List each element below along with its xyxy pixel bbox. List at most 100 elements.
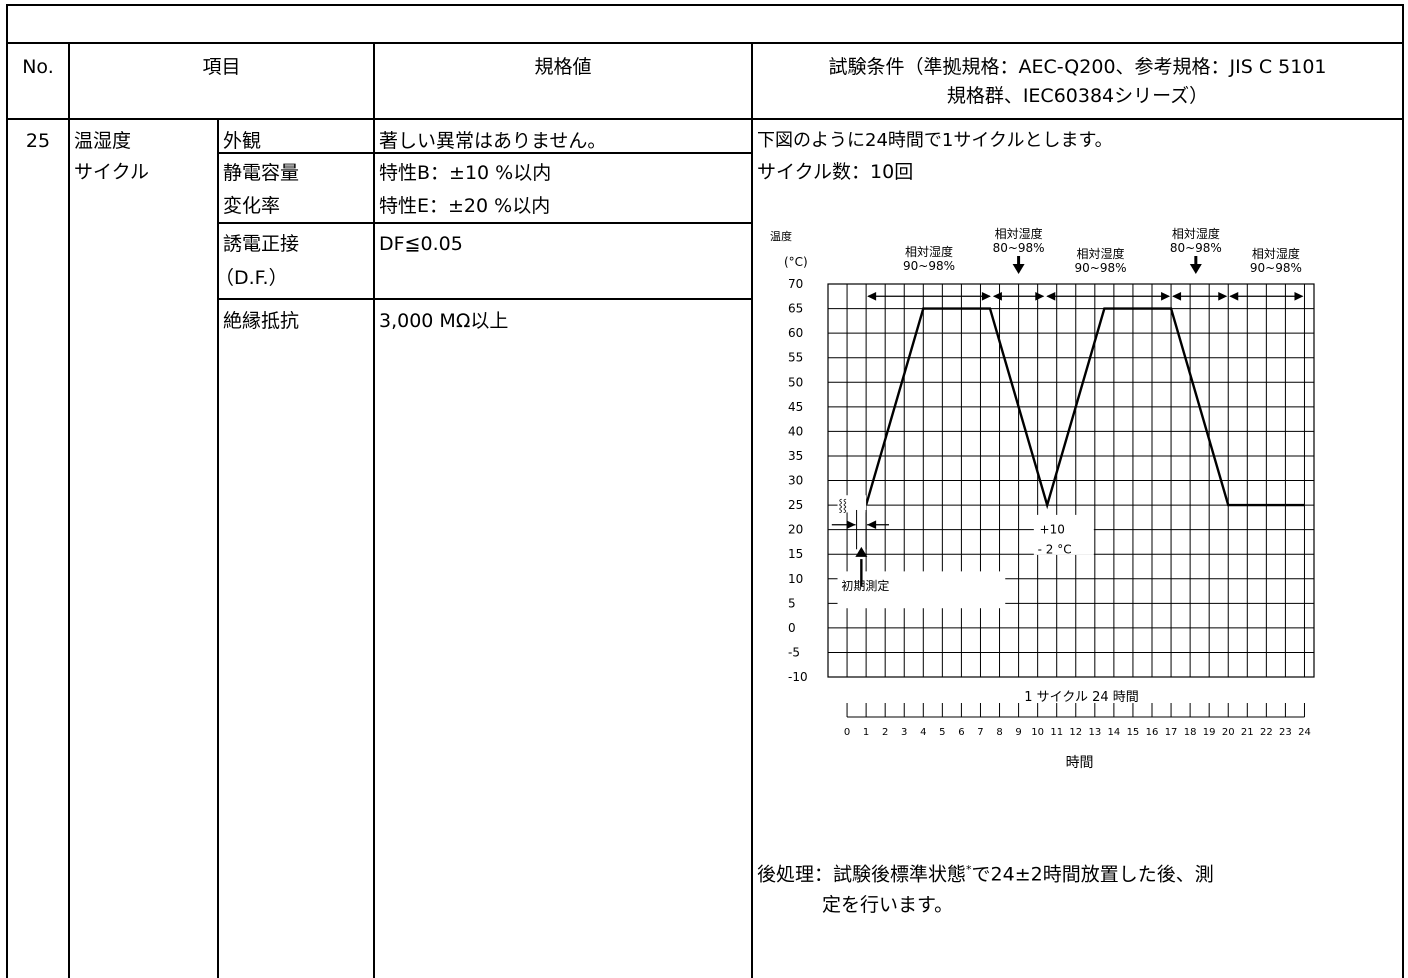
y-tick-label: 30 (788, 474, 803, 488)
subitem-df-line2: （D.F.） (215, 267, 288, 289)
col-divider-spec (373, 42, 375, 978)
arrow-head (867, 520, 877, 529)
table-left-border (6, 4, 8, 978)
x-tick-label: 18 (1184, 727, 1197, 738)
temperature-profile-line (864, 307, 1305, 510)
x-tick-label: 8 (996, 727, 1002, 738)
y-tick-label: 35 (788, 449, 803, 463)
y-tick-label: 5 (788, 596, 796, 610)
table-title-divider (6, 42, 1404, 44)
x-tick-label: 24 (1298, 727, 1311, 738)
x-axis-label: 時間 (1066, 755, 1094, 771)
tolerance-background (1033, 514, 1094, 555)
y-tick-label: 45 (788, 400, 803, 414)
col-divider-no (68, 42, 70, 978)
y-tick-label: 55 (788, 351, 803, 365)
humidity-label: 相対湿度 (1172, 226, 1220, 241)
arrow-head (1189, 264, 1202, 274)
y-tick-label: 15 (788, 547, 803, 561)
x-tick-label: 16 (1146, 727, 1159, 738)
spec-insulation: 3,000 MΩ以上 (379, 310, 509, 332)
row-divider-1 (217, 152, 753, 154)
x-tick-label: 4 (920, 727, 926, 738)
x-tick-label: 11 (1050, 727, 1063, 738)
col-divider-condition (751, 42, 753, 978)
arrow-head (1046, 291, 1056, 301)
arrow-head (981, 291, 991, 301)
table-header-bottom (6, 118, 1404, 120)
subitem-insulation: 絶縁抵抗 (223, 310, 300, 332)
x-tick-label: 7 (977, 727, 983, 738)
row-name-line2: サイクル (74, 161, 150, 183)
humidity-value: 90~98% (903, 259, 955, 273)
humidity-value: 80~98% (993, 241, 1045, 255)
chart-series (864, 307, 1305, 510)
humidity-label: 相対湿度 (1077, 246, 1125, 261)
temperature-cycle-chart: 7065605550454035302520151050-5-10温度(°C)0… (770, 226, 1315, 771)
post-treatment-line2: 定を行います。 (822, 894, 954, 916)
y-tick-label: 65 (788, 302, 803, 316)
header-spec: 規格値 (534, 56, 592, 78)
spec-appearance: 著しい異常はありません。 (379, 130, 607, 152)
post-treatment-rest: で24±2時間放置した後、測 (971, 863, 1214, 886)
arrow-head (846, 520, 856, 529)
x-tick-label: 5 (939, 727, 945, 738)
chart-axes: 7065605550454035302520151050-5-10温度(°C)0… (770, 229, 1311, 771)
header-no: No. (22, 56, 54, 78)
tolerance-plus: +10 (1040, 523, 1065, 537)
humidity-label: 相対湿度 (995, 226, 1043, 241)
arrow-head (992, 291, 1002, 301)
table-right-border (1402, 4, 1404, 978)
post-treatment-line1: 後処理：試験後標準状態*で24±2時間放置した後、測 (757, 858, 1214, 886)
y-tick-label: 10 (788, 572, 803, 586)
humidity-label: 相対湿度 (905, 244, 953, 259)
row-name-line1: 温湿度 (74, 130, 132, 152)
arrow-head (1218, 291, 1228, 301)
table-top-border (6, 4, 1404, 6)
y-tick-label: -5 (788, 645, 800, 659)
y-tick-label: 70 (788, 277, 803, 291)
header-item: 項目 (202, 56, 241, 78)
post-treatment-label: 後処理：試験後標準状態 (757, 863, 967, 886)
subitem-capacitance-line2: 変化率 (223, 195, 281, 217)
condition-cycles: サイクル数：10回 (757, 161, 914, 183)
x-tick-label: 13 (1088, 727, 1101, 738)
x-tick-label: 3 (901, 727, 907, 738)
x-tick-label: 1 (863, 727, 869, 738)
col-divider-subitem (217, 120, 219, 978)
humidity-value: 90~98% (1075, 261, 1127, 275)
cycle-label: 1 サイクル 24 時間 (1024, 690, 1139, 705)
x-tick-label: 0 (844, 727, 850, 738)
y-tick-label: 0 (788, 621, 796, 635)
row-number: 25 (25, 130, 51, 152)
initial-measure-background (837, 571, 1006, 609)
y-tick-label: 60 (788, 326, 803, 340)
y-tick-label: -10 (788, 670, 808, 684)
row-divider-2 (217, 222, 753, 224)
arrow-head (855, 546, 868, 557)
tolerance-minus: - 2 °C (1038, 542, 1072, 556)
x-tick-label: 20 (1222, 727, 1235, 738)
y-tick-label: 20 (788, 523, 803, 537)
x-tick-label: 14 (1108, 727, 1121, 738)
humidity-label: 相対湿度 (1252, 246, 1300, 261)
row-divider-3 (217, 298, 753, 300)
spec-capacitance-b: 特性B：±10 %以内 (379, 162, 552, 184)
x-tick-label: 10 (1031, 727, 1044, 738)
x-tick-label: 15 (1127, 727, 1140, 738)
initial-measure-label: 初期測定 (841, 578, 889, 593)
x-tick-label: 22 (1260, 727, 1273, 738)
arrow-head (1229, 291, 1239, 301)
spec-capacitance-e: 特性E：±20 %以内 (379, 195, 551, 217)
footnote-mark: * (966, 863, 972, 876)
y-tick-label: 40 (788, 424, 803, 438)
spec-df: DF≦0.05 (379, 233, 463, 255)
arrow-head (1294, 291, 1304, 301)
x-tick-label: 9 (1015, 727, 1021, 738)
arrow-head (1012, 264, 1025, 274)
x-tick-label: 23 (1279, 727, 1292, 738)
break-background (837, 495, 867, 513)
humidity-value: 90~98% (1250, 261, 1302, 275)
